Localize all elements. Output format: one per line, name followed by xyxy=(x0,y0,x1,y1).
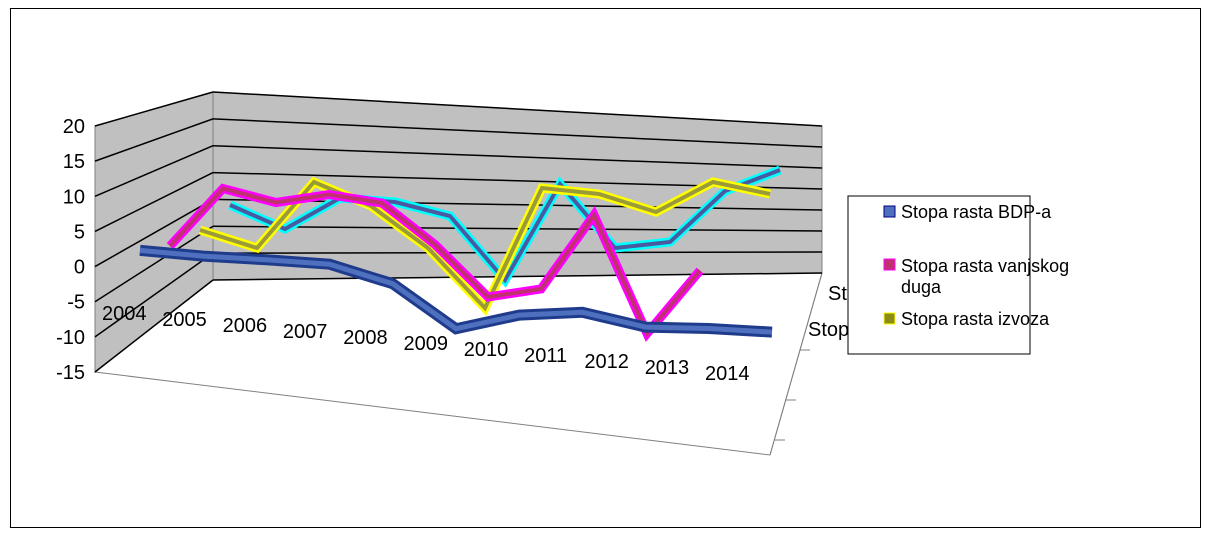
gridline xyxy=(94,252,214,338)
series-lines xyxy=(139,165,782,342)
gridline xyxy=(212,118,823,148)
gridline xyxy=(94,279,214,373)
series-axis-label: Stop xyxy=(808,319,849,341)
legend-box xyxy=(847,195,1031,355)
x-tick-label: 2009 xyxy=(404,333,449,355)
gridline xyxy=(212,272,823,281)
y-tick-label: 5 xyxy=(74,221,85,243)
y-tick-label: -5 xyxy=(67,292,85,314)
x-tick-label: 2005 xyxy=(162,309,207,331)
series-line-inner xyxy=(229,168,781,284)
x-tick-label: 2013 xyxy=(645,357,690,379)
series-line-inner xyxy=(139,247,773,335)
legend-marker-duga xyxy=(883,258,896,271)
y-axis-ticks: 20 15 10 5 0 -5 -10 -15 xyxy=(56,116,85,384)
gridline xyxy=(94,171,214,233)
gridline xyxy=(212,91,823,127)
y-tick-label: 10 xyxy=(63,186,85,208)
gridline xyxy=(94,225,214,303)
x-tick-label: 2008 xyxy=(343,327,388,349)
legend-marker-bdp xyxy=(883,205,896,218)
gridline xyxy=(212,225,823,232)
y-tick-label: 0 xyxy=(74,257,85,279)
gridline xyxy=(94,91,214,127)
legend-label-bdp: Stopa rasta BDP-a xyxy=(901,202,1052,222)
gridline xyxy=(94,198,214,268)
x-axis-ticks: 2004 2005 2006 2007 2008 2009 2010 2011 2012 2013… xyxy=(102,303,750,385)
legend: Stopa rasta BDP-a Stopa rasta vanjskog d… xyxy=(847,195,1074,355)
x-tick-label: 2011 xyxy=(524,345,567,367)
y-tick-label: 15 xyxy=(63,151,85,173)
y-tick-label: -15 xyxy=(56,362,85,384)
gridline xyxy=(94,145,214,197)
y-tick-label: -10 xyxy=(56,327,85,349)
series-axis-label: St xyxy=(828,283,847,305)
x-tick-label: 2004 xyxy=(102,303,147,325)
y-tick-label: 20 xyxy=(63,116,85,138)
gridline xyxy=(212,144,823,169)
x-tick-label: 2012 xyxy=(584,351,629,373)
legend-label-izvoz: Stopa rasta izvoza xyxy=(901,309,1050,329)
gridline xyxy=(94,118,214,162)
legend-marker-izvoz xyxy=(883,312,896,325)
x-tick-label: 2007 xyxy=(283,321,328,343)
series-line-inner xyxy=(168,186,702,338)
x-tick-label: 2006 xyxy=(223,315,268,337)
legend-label-duga: Stopa rasta vanjskog duga xyxy=(901,256,1074,297)
depth-axis-line xyxy=(769,272,823,456)
x-tick-label: 2014 xyxy=(705,363,750,385)
x-tick-label: 2010 xyxy=(464,339,509,361)
